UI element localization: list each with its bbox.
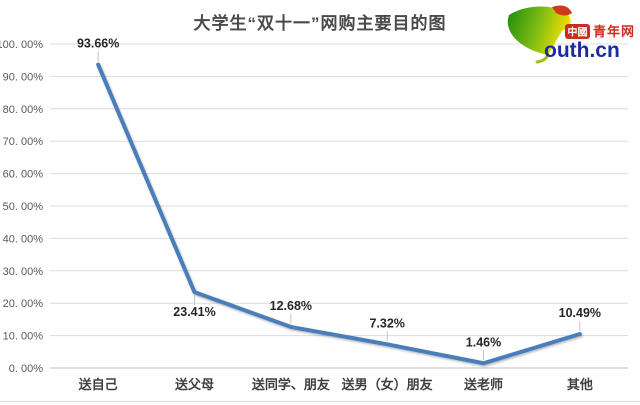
y-tick-label: 80. 00% [3, 104, 44, 116]
data-point-label: 1.46% [466, 335, 501, 349]
data-series-layer [96, 62, 582, 366]
y-tick-label: 60. 00% [3, 169, 44, 181]
page-bottom-border [0, 401, 640, 402]
y-tick-label: 20. 00% [3, 298, 44, 310]
logo-zh-badge-text: 中國 [568, 26, 588, 39]
chart-title: 大学生“双十一”网购主要目的图 [193, 14, 447, 33]
y-tick-label: 100. 00% [0, 39, 43, 51]
data-point-label: 10.49% [559, 306, 601, 320]
data-point-label: 7.32% [369, 316, 404, 330]
data-point-label: 93.66% [77, 37, 119, 51]
y-tick-label: 50. 00% [3, 201, 44, 213]
x-axis-labels: 送自己 送父母 送同学、朋友 送男（女）朋友 送老师 其他 [78, 377, 593, 392]
ginkgo-leaf-icon [507, 5, 572, 64]
data-labels-layer: 93.66% 23.41% 12.68% 7.32% 1.46% 10.49% [77, 37, 601, 350]
data-point-label: 12.68% [270, 299, 312, 313]
y-tick-label: 10. 00% [3, 331, 44, 343]
data-point-label: 23.41% [173, 305, 215, 319]
x-category-label: 送老师 [463, 377, 503, 392]
y-tick-label: 40. 00% [3, 233, 44, 245]
y-tick-label: 90. 00% [3, 71, 44, 83]
x-category-label: 送自己 [78, 377, 118, 392]
data-line [96, 62, 582, 366]
y-tick-label: 0. 00% [9, 363, 43, 375]
logo-en-text: outh.cn [544, 39, 620, 62]
y-tick-label: 70. 00% [3, 136, 44, 148]
x-category-label: 送同学、朋友 [251, 377, 330, 392]
logo-zh-badge: 中國 [565, 24, 590, 39]
youth-cn-logo: outh.cn 中國 青年网 [507, 5, 635, 64]
label-leader-lines [97, 51, 581, 361]
y-tick-label: 30. 00% [3, 266, 44, 278]
gridlines-layer [50, 43, 628, 369]
x-category-label: 送男（女）朋友 [341, 377, 433, 392]
logo-zh-text: 青年网 [593, 24, 635, 39]
x-category-label: 送父母 [174, 377, 214, 392]
y-axis-labels: 0. 00% 10. 00% 20. 00% 30. 00% 40. 00% 50. 00… [0, 39, 43, 375]
x-category-label: 其他 [567, 377, 593, 392]
